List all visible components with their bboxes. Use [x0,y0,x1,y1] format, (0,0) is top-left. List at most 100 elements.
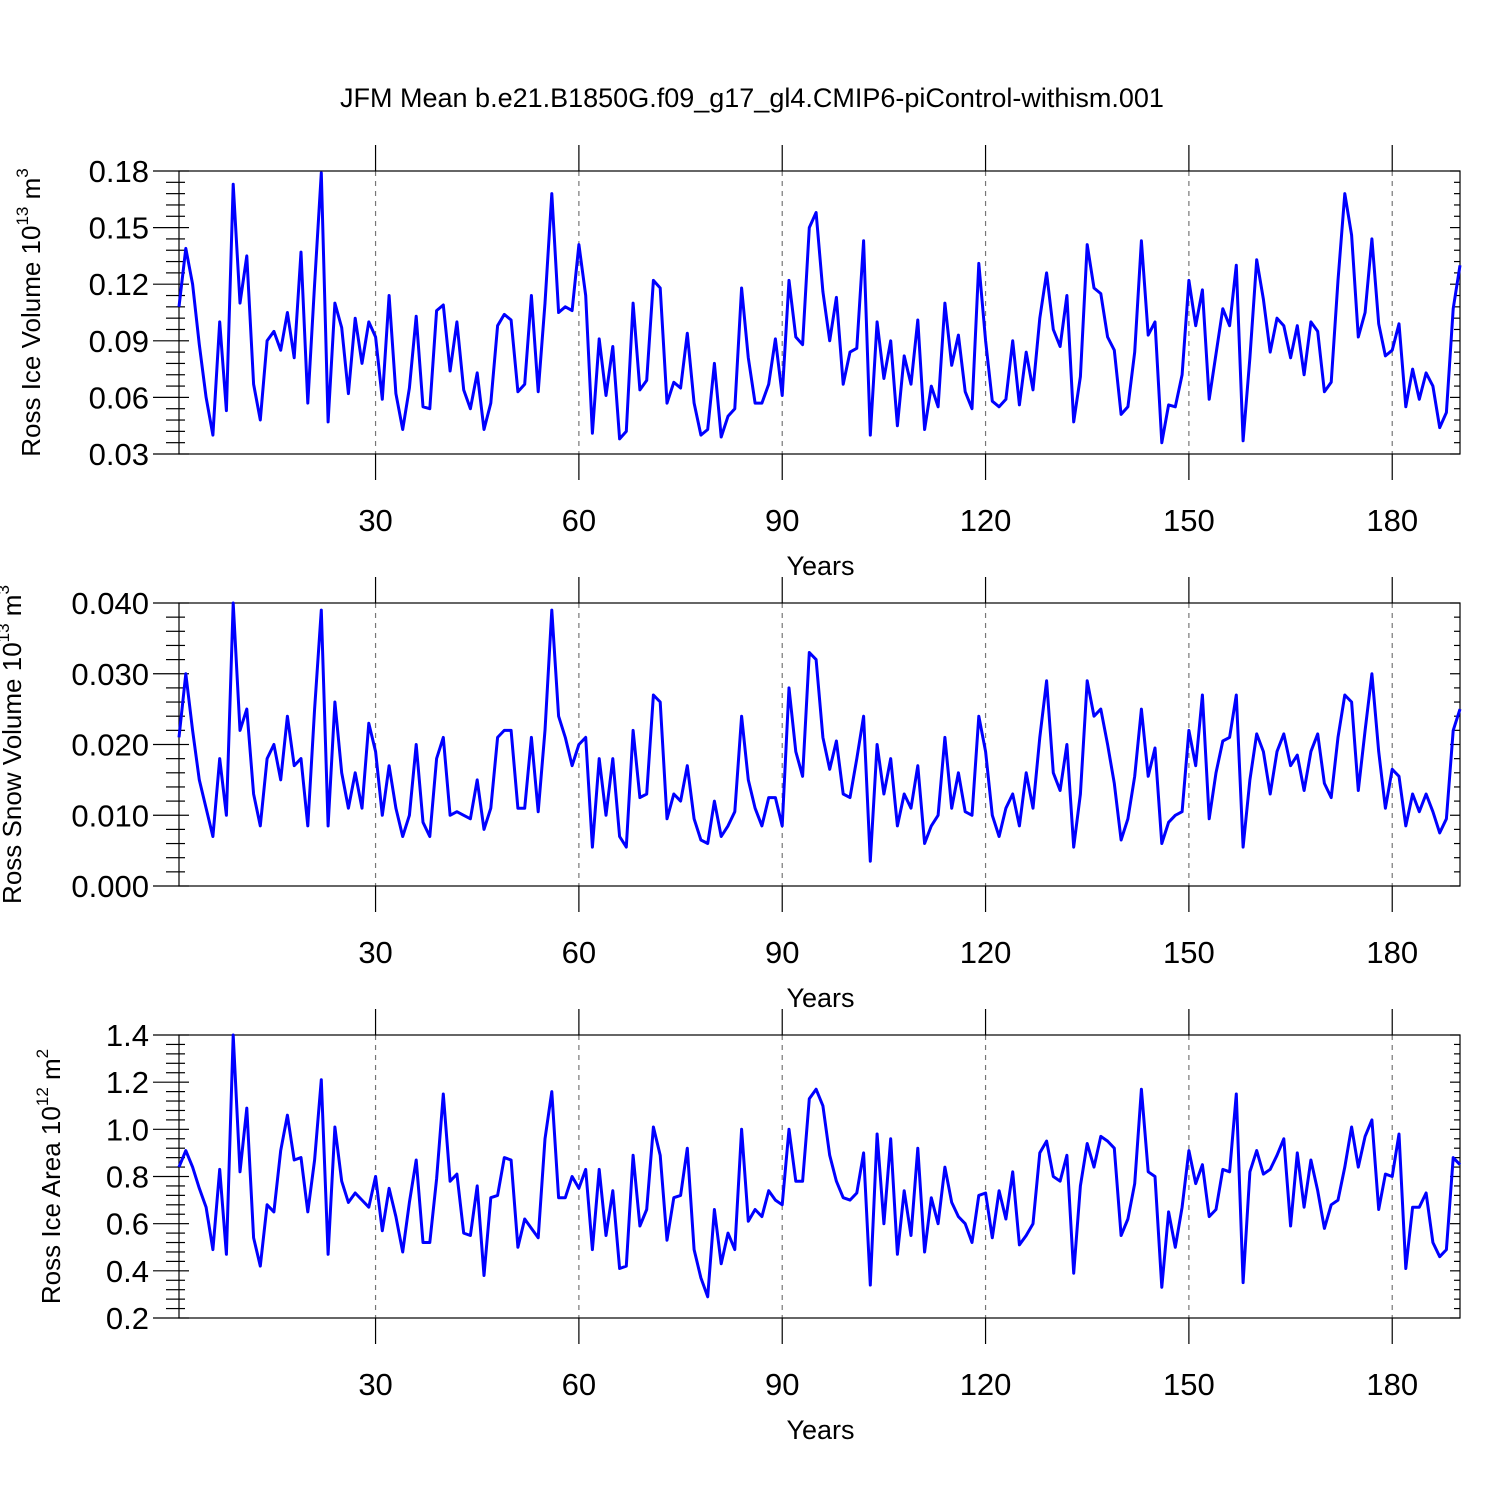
data-point [821,290,824,293]
data-point [611,1189,614,1192]
y-label-yunit-suffix: m [16,178,46,207]
data-point [178,305,181,308]
y-label-ylabel: Ross Ice Area [36,1135,66,1304]
data-point [679,800,682,803]
data-point [1323,782,1326,785]
data-point [767,383,770,386]
data-point [557,1196,560,1199]
data-point [747,778,750,781]
y-tick-label: 0.12 [89,267,149,302]
data-point [401,1250,404,1253]
data-point [1059,789,1062,792]
data-point [977,262,980,265]
data-point [849,351,852,354]
data-point [259,824,262,827]
data-point [1059,345,1062,348]
data-point [1106,336,1109,339]
data-point [605,394,608,397]
data-point [286,715,289,718]
data-point [266,339,269,342]
data-point [1418,1206,1421,1209]
data-point [632,302,635,305]
data-point [1289,356,1292,359]
data-point [354,317,357,320]
y-tick-label: 0.040 [71,586,149,621]
panel-1: 0.03 0.06 0.09 0.12 0.15 0.18 30 60 90 120 150 180 Y… [13,145,1462,581]
data-point [821,736,824,739]
data-point [1384,1173,1387,1176]
data-point [713,800,716,803]
data-point [1398,1133,1401,1136]
data-point [686,764,689,767]
data-point [1370,1118,1373,1121]
data-point [1337,1199,1340,1202]
data-point [1208,1215,1211,1218]
data-point [415,315,418,318]
data-point [1337,279,1340,282]
data-point [991,400,994,403]
y-tick-label: 0.18 [89,154,149,189]
data-point [686,332,689,335]
y-tick-label: 0.010 [71,798,149,833]
data-point [381,1229,384,1232]
data-point [381,814,384,817]
data-point [699,1276,702,1279]
data-point [1269,351,1272,354]
data-point [333,302,336,305]
data-point [903,354,906,357]
data-point [781,1203,784,1206]
data-point [666,817,669,820]
data-point [1411,368,1414,371]
data-point [1411,793,1414,796]
data-point [469,817,472,820]
data-point [1384,807,1387,810]
data-point [672,1196,675,1199]
data-point [801,1180,804,1183]
data-point [510,1158,513,1161]
data-point [184,1149,187,1152]
data-point [706,428,709,431]
data-point [198,1187,201,1190]
data-point [381,398,384,401]
data-point [1018,403,1021,406]
data-point [889,339,892,342]
data-point [1289,764,1292,767]
data-point [828,1154,831,1157]
data-point [1201,693,1204,696]
data-point [245,1107,248,1110]
data-point [191,729,194,732]
data-point [1330,381,1333,384]
data-point [611,345,614,348]
data-point [1282,324,1285,327]
data-point [340,326,343,329]
data-point [388,294,391,297]
data-point [503,313,506,316]
data-point [374,1175,377,1178]
x-axis-label: Years [786,1415,854,1445]
data-point [564,736,567,739]
data-point [1282,1137,1285,1140]
panel-2: 0.000 0.010 0.020 0.030 0.040 30 60 90 120 150 180… [0,577,1462,1013]
data-point [1459,1163,1462,1166]
data-point [720,436,723,439]
data-point [1357,336,1360,339]
data-point [408,1201,411,1204]
data-point [964,390,967,393]
data-point [374,750,377,753]
data-point [401,428,404,431]
y-tick-label: 0.2 [106,1301,149,1336]
data-point [1248,356,1251,359]
data-point [1431,1241,1434,1244]
data-point [259,1265,262,1268]
data-point [821,1104,824,1107]
data-point [605,1234,608,1237]
data-point [361,362,364,365]
data-point [1059,1180,1062,1183]
data-point [293,1158,296,1161]
chart-title: JFM Mean b.e21.B1850G.f09_g17_gl4.CMIP6-… [340,83,1164,113]
data-point [537,1236,540,1239]
data-point [1160,441,1163,444]
data-point [760,824,763,827]
data-point [645,1208,648,1211]
data-point [659,286,662,289]
